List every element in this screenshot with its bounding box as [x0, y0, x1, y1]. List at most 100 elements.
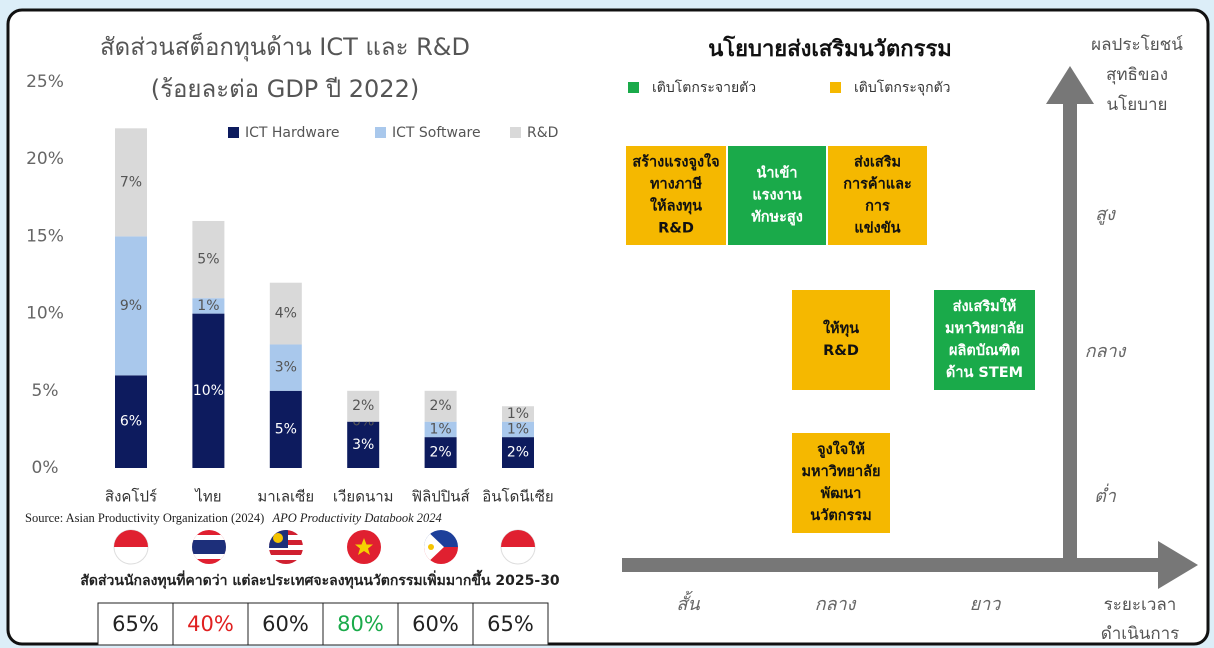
data-label: 1%	[197, 298, 219, 314]
policy-box-text: ด้าน STEM	[946, 364, 1023, 381]
policy-box-text: ทักษะสูง	[751, 210, 803, 226]
table-cell	[472, 602, 549, 646]
policy-box	[626, 146, 726, 245]
flag-th	[192, 530, 226, 564]
x-axis-label: ระยะเวลา	[1104, 595, 1177, 615]
data-label: 1%	[507, 421, 529, 437]
table-cell	[322, 602, 399, 646]
flag-vn	[347, 530, 381, 564]
data-label: 1%	[429, 421, 451, 437]
y-axis-label: ผลประโยชน์	[1091, 34, 1183, 55]
data-label: 7%	[120, 174, 142, 190]
data-label: 2%	[352, 398, 374, 414]
flag-ph	[424, 530, 458, 564]
bar-segment	[192, 298, 225, 314]
policy-box-text: มหาวิทยาลัย	[802, 463, 881, 480]
table-value: 60%	[412, 612, 459, 636]
x-tick-label: สิงคโปร์	[105, 488, 157, 506]
policy-box-text: ให้ลงทุน	[650, 197, 702, 215]
flag-id	[500, 529, 536, 565]
table-cell	[397, 602, 474, 646]
x-tick-label: มาเลเซีย	[257, 488, 314, 506]
data-label: 2%	[507, 445, 529, 461]
policy-box-text: ผลิตบัณฑิต	[949, 342, 1020, 359]
chart-subtitle: (ร้อยละต่อ GDP ปี 2022)	[151, 75, 419, 103]
data-label: 2%	[429, 398, 451, 414]
policy-box	[934, 290, 1035, 390]
y-tick-label: 15%	[26, 226, 64, 246]
table-value: 65%	[487, 612, 534, 636]
legend-swatch	[628, 82, 639, 93]
policy-box-text: สร้างแรงจูงใจ	[632, 153, 719, 171]
data-label: 5%	[197, 252, 219, 268]
table-cell	[97, 602, 174, 646]
policy-box-text: การค้าและ	[843, 176, 912, 193]
policy-box-text: R&D	[658, 221, 694, 237]
x-tick-label: ไทย	[194, 488, 221, 506]
x-arrow-shaft	[622, 558, 1162, 572]
policy-box-text: ส่งเสริมให้	[953, 297, 1017, 315]
y-level: กลาง	[1085, 341, 1127, 362]
policy-box-text: ให้ทุน	[823, 319, 859, 337]
y-tick-label: 20%	[26, 149, 64, 169]
data-label: 1%	[507, 406, 529, 422]
data-label: 5%	[275, 421, 297, 437]
legend-label: R&D	[527, 125, 558, 141]
legend-swatch	[510, 127, 521, 138]
flag-sg	[113, 529, 149, 565]
data-label: 10%	[193, 383, 224, 399]
y-tick-label: 10%	[26, 304, 64, 324]
bar-segment	[192, 313, 225, 468]
table-value: 65%	[112, 612, 159, 636]
bar-segment	[502, 437, 534, 468]
table-value: 80%	[337, 612, 384, 636]
policy-box	[728, 146, 826, 245]
policy-box-text: ทางภาษี	[650, 176, 702, 193]
policy-box-text: นวัตกรรม	[810, 508, 871, 524]
policy-box-text: R&D	[823, 343, 859, 359]
policy-box-text: ส่งเสริม	[854, 154, 901, 171]
legend-swatch	[830, 82, 841, 93]
data-label: 2%	[429, 445, 451, 461]
table-value: 40%	[187, 612, 234, 636]
bar-segment	[115, 375, 147, 468]
chart-title: สัดส่วนสต็อกทุนด้าน ICT และ R&D	[100, 32, 470, 62]
bar-segment	[347, 421, 380, 468]
policy-box-text: นำเข้า	[756, 165, 797, 182]
legend-swatch	[228, 127, 239, 138]
data-label: 6%	[120, 414, 142, 430]
legend-label: เติบโตกระจุกตัว	[854, 79, 951, 96]
bar-segment	[424, 437, 457, 468]
legend-swatch	[375, 127, 386, 138]
bar-segment	[424, 421, 457, 438]
source-text: Source: Asian Productivity Organization …	[25, 511, 267, 525]
legend-label: ICT Hardware	[245, 125, 340, 141]
bar-segment	[347, 390, 380, 422]
policy-box-text: มหาวิทยาลัย	[945, 320, 1024, 337]
y-level: ต่ำ	[1094, 483, 1117, 507]
data-label: 4%	[275, 306, 297, 322]
bar-segment	[192, 220, 225, 299]
data-label: 3%	[275, 360, 297, 376]
diagram-axes	[622, 66, 1198, 589]
bar-segment	[269, 390, 302, 468]
y-level: สูง	[1095, 204, 1116, 225]
legend-label: ICT Software	[392, 125, 481, 141]
x-level: กลาง	[815, 594, 857, 615]
bar-segment	[115, 128, 147, 237]
y-arrow-shaft	[1063, 100, 1077, 562]
x-tick-label: เวียดนาม	[333, 488, 394, 506]
data-label: 9%	[120, 298, 142, 314]
policy-box-text: การ	[865, 199, 890, 215]
bar-segment	[424, 390, 457, 422]
policy-box	[792, 290, 890, 390]
x-axis-label: ดำเนินการ	[1101, 624, 1180, 644]
legend-label: เติบโตกระจายตัว	[652, 79, 756, 96]
bar-segment	[269, 282, 302, 345]
table-cell	[172, 602, 249, 646]
y-tick-label: 25%	[26, 72, 64, 92]
x-tick-label: อินโดนีเซีย	[482, 488, 553, 506]
policy-box-text: พัฒนา	[821, 486, 862, 502]
flags	[113, 529, 536, 565]
